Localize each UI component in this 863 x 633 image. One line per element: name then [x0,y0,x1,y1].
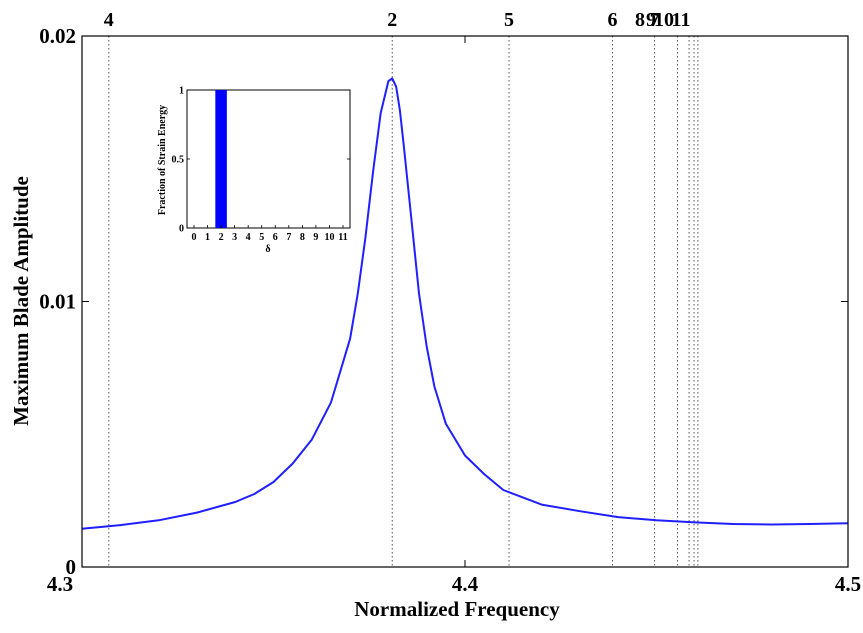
y-tick-label: 0.02 [39,24,76,48]
mode-label-6: 6 [607,9,617,31]
x-tick-label: 4.4 [452,572,479,596]
x-axis-title: Normalized Frequency [354,597,560,621]
inset-x-tick-label: 8 [300,232,305,243]
mode-label-9: 9 [646,9,656,31]
inset-x-tick-label: 3 [232,232,237,243]
y-axis-title: Maximum Blade Amplitude [9,176,33,426]
inset-x-tick-label: 4 [246,232,251,243]
mode-label-2: 2 [387,9,397,31]
x-tick-label: 4.5 [835,572,861,596]
inset-x-tick-label: 5 [259,232,264,243]
inset-y-tick-label: 0 [179,224,184,235]
inset-x-tick-label: 9 [313,232,318,243]
mode-label-7: 7 [650,9,660,31]
mode-label-10: 10 [654,9,674,31]
response-curve [81,77,849,530]
inset-y-axis-title: Fraction of Strain Energy [157,105,168,215]
x-tick-label: 4.3 [47,572,73,596]
mode-label-8: 8 [635,9,645,31]
inset-x-tick-label: 2 [219,232,224,243]
inset-x-tick-label: 10 [324,232,334,243]
mode-label-11: 11 [672,9,691,31]
inset-x-tick-label: 1 [205,232,210,243]
y-tick-label: 0.01 [39,290,76,314]
inset-x-tick-label: 11 [338,232,347,243]
mode-label-4: 4 [104,9,114,31]
inset-x-tick-label: 6 [273,232,278,243]
inset-x-tick-label: 0 [192,232,197,243]
mode-label-5: 5 [504,9,514,31]
inset-x-tick-label: 7 [286,232,291,243]
inset-y-tick-label: 0.5 [172,155,185,166]
inset-y-tick-label: 1 [179,86,184,97]
inset-x-axis-title: δ [265,244,270,255]
y-tick-label: 0 [66,555,77,579]
inset-frame [186,89,351,229]
inset-bar-2 [215,90,227,228]
